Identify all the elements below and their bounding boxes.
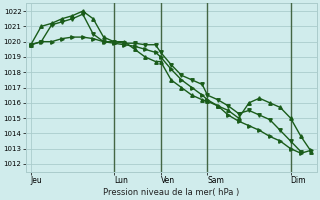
X-axis label: Pression niveau de la mer( hPa ): Pression niveau de la mer( hPa )	[103, 188, 239, 197]
